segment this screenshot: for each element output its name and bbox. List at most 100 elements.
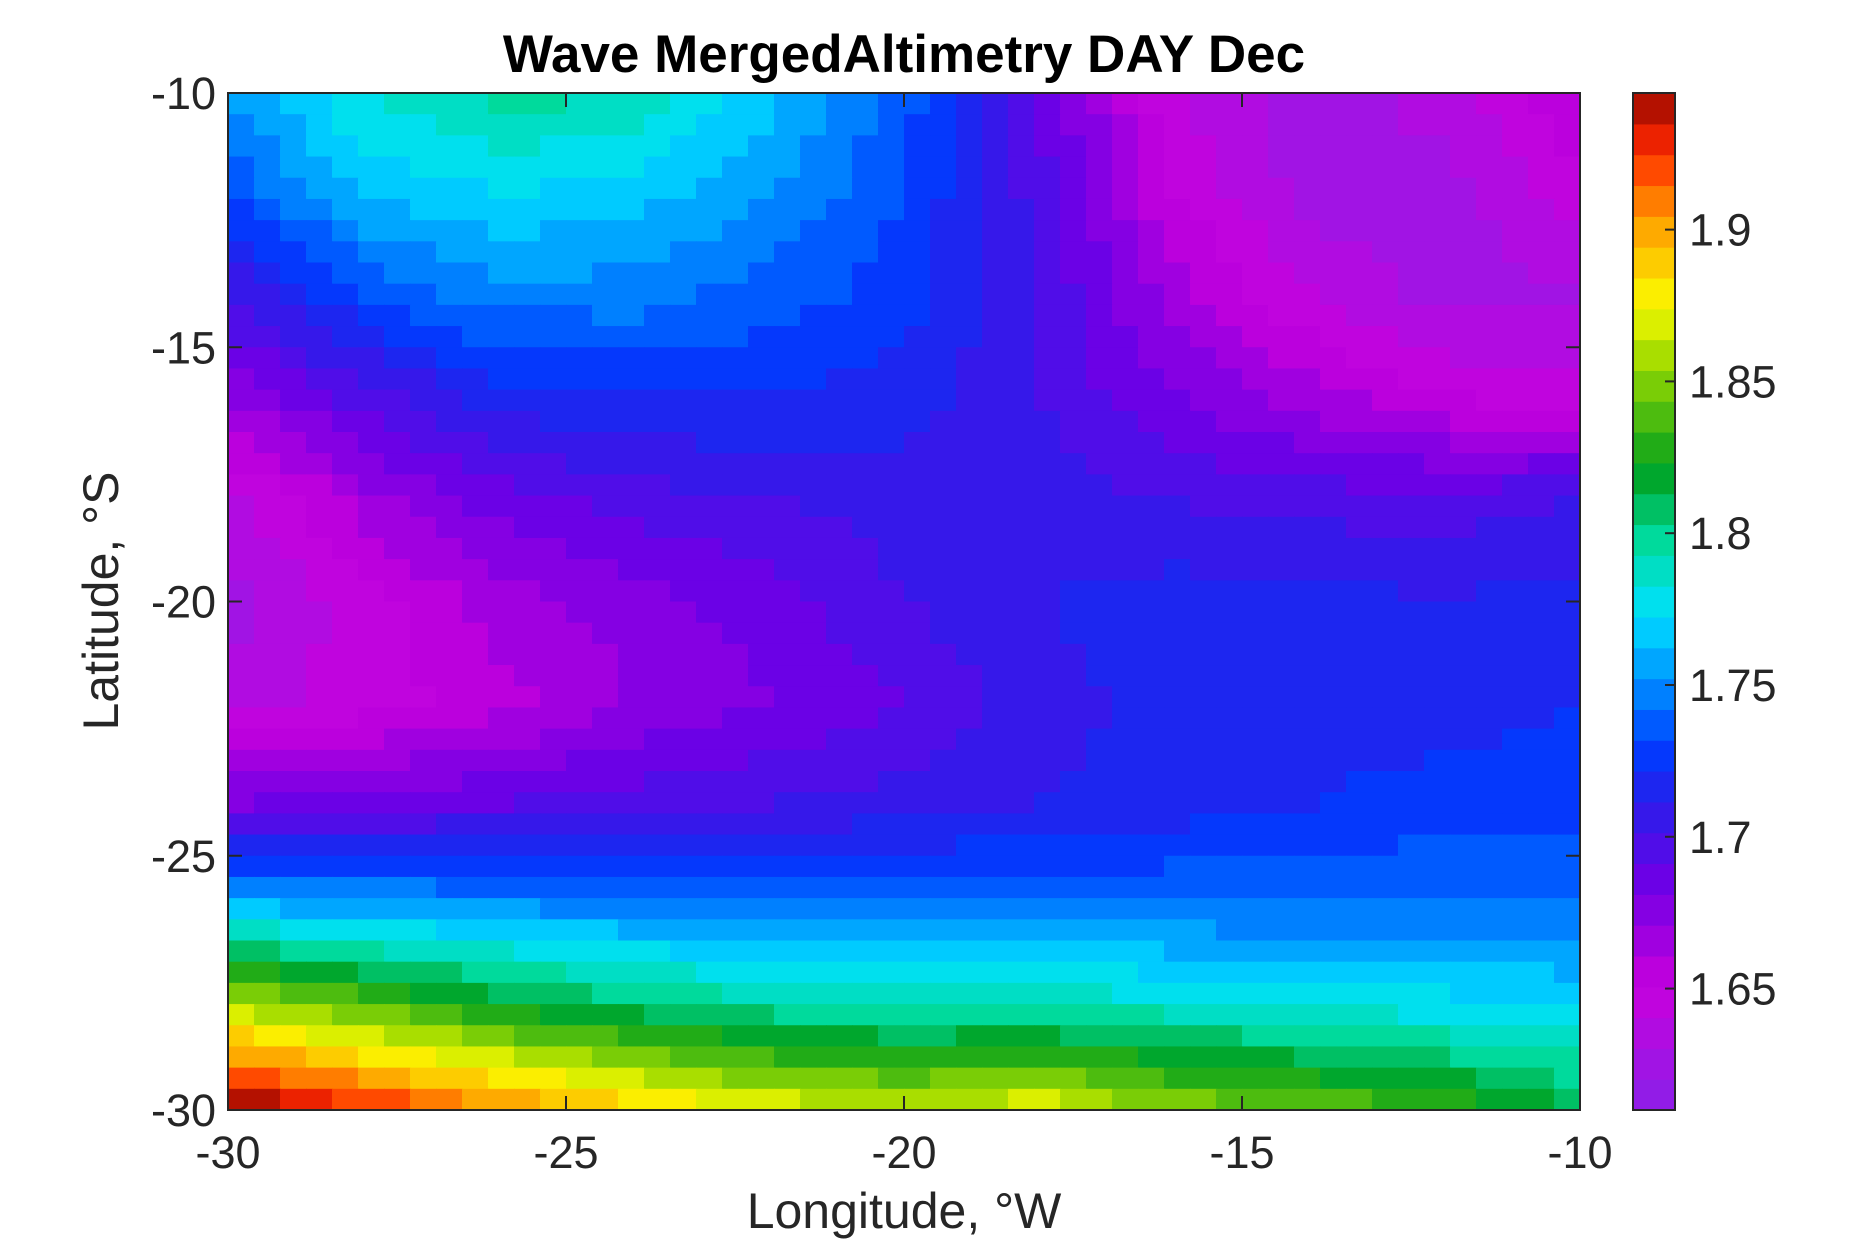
- contour-cell: [1502, 241, 1529, 264]
- contour-cell: [956, 220, 983, 242]
- contour-cell: [1320, 665, 1347, 687]
- contour-cell: [1320, 982, 1347, 1005]
- contour-cell: [228, 283, 255, 306]
- contour-cell: [722, 220, 749, 242]
- contour-cell: [800, 559, 827, 581]
- contour-cell: [540, 1004, 567, 1026]
- contour-cell: [618, 389, 645, 412]
- contour-cell: [306, 537, 333, 560]
- contour-cell: [826, 601, 853, 624]
- contour-cell: [930, 728, 957, 751]
- contour-cell: [1450, 453, 1477, 475]
- contour-cell: [1554, 622, 1580, 645]
- contour-cell: [618, 961, 645, 984]
- contour-cell: [930, 114, 957, 136]
- contour-cell: [826, 982, 853, 1005]
- contour-cell: [878, 919, 905, 942]
- contour-cell: [1294, 368, 1321, 391]
- contour-cell: [566, 940, 593, 963]
- contour-cell: [1034, 537, 1061, 560]
- contour-cell: [774, 241, 801, 264]
- contour-cell: [1112, 537, 1139, 560]
- contour-cell: [358, 495, 385, 518]
- contour-cell: [1216, 198, 1243, 221]
- contour-cell: [670, 728, 697, 751]
- contour-cell: [1164, 834, 1191, 857]
- contour-cell: [904, 389, 931, 412]
- contour-cell: [436, 198, 463, 221]
- contour-cell: [1008, 283, 1035, 306]
- contour-cell: [1450, 241, 1477, 264]
- contour-cell: [722, 792, 749, 814]
- contour-cell: [1034, 580, 1061, 603]
- contour-cell: [1346, 940, 1373, 963]
- contour-cell: [774, 771, 801, 793]
- contour-cell: [1216, 537, 1243, 560]
- contour-cell: [228, 771, 255, 793]
- contour-cell: [982, 283, 1009, 306]
- contour-cell: [1216, 1067, 1243, 1090]
- contour-cell: [1060, 559, 1087, 581]
- contour-cell: [956, 622, 983, 645]
- contour-cell: [878, 389, 905, 412]
- contour-cell: [618, 241, 645, 264]
- contour-cell: [800, 601, 827, 624]
- contour-cell: [1190, 135, 1217, 158]
- contour-cell: [982, 516, 1009, 539]
- contour-cell: [644, 114, 671, 136]
- contour-cell: [618, 876, 645, 899]
- contour-cell: [800, 771, 827, 793]
- colorbar-band: [1633, 1048, 1675, 1080]
- contour-cell: [1242, 135, 1269, 158]
- contour-cell: [1242, 410, 1269, 433]
- contour-cell: [1112, 792, 1139, 814]
- contour-cell: [800, 1088, 827, 1110]
- contour-cell: [332, 580, 359, 603]
- contour-cell: [722, 537, 749, 560]
- contour-cell: [748, 156, 775, 179]
- contour-cell: [1320, 241, 1347, 264]
- contour-cell: [826, 347, 853, 370]
- contour-cell: [982, 622, 1009, 645]
- contour-cell: [358, 347, 385, 370]
- contour-cell: [566, 559, 593, 581]
- contour-cell: [1268, 516, 1295, 539]
- contour-cell: [1294, 813, 1321, 836]
- contour-cell: [748, 855, 775, 878]
- contour-cell: [930, 198, 957, 221]
- contour-cell: [930, 1046, 957, 1069]
- contour-cell: [1398, 559, 1425, 581]
- contour-cell: [1554, 495, 1580, 518]
- colorbar-tick-label: 1.75: [1689, 660, 1777, 711]
- contour-cell: [748, 940, 775, 963]
- contour-cell: [462, 580, 489, 603]
- contour-cell: [670, 643, 697, 666]
- colorbar-band: [1633, 986, 1675, 1019]
- contour-cell: [1554, 559, 1580, 581]
- contour-cell: [1476, 855, 1503, 878]
- contour-cell: [514, 241, 541, 264]
- contour-cell: [696, 919, 723, 942]
- contour-cell: [1034, 919, 1061, 942]
- contour-cell: [618, 537, 645, 560]
- contour-cell: [1320, 940, 1347, 963]
- contour-cell: [1398, 262, 1425, 285]
- contour-cell: [332, 919, 359, 942]
- contour-cell: [670, 410, 697, 433]
- contour-cell: [1268, 792, 1295, 814]
- contour-cell: [722, 919, 749, 942]
- contour-cell: [332, 177, 359, 200]
- contour-cell: [1476, 347, 1503, 370]
- contour-cell: [358, 516, 385, 539]
- contour-cell: [1476, 665, 1503, 687]
- contour-cell: [488, 707, 515, 730]
- contour-cell: [1138, 961, 1165, 984]
- contour-cell: [1528, 643, 1555, 666]
- contour-cell: [1268, 855, 1295, 878]
- contour-cell: [1502, 940, 1529, 963]
- contour-cell: [1450, 516, 1477, 539]
- contour-cell: [644, 792, 671, 814]
- contour-cell: [1528, 368, 1555, 391]
- contour-cell: [540, 876, 567, 899]
- contour-cell: [436, 283, 463, 306]
